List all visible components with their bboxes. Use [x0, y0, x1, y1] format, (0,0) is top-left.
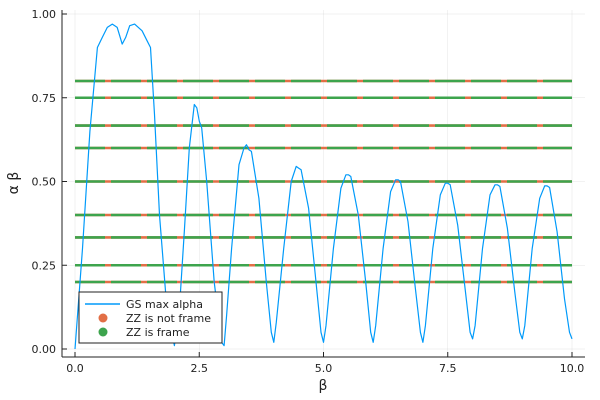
x-axis-title: β — [319, 378, 328, 394]
y-tick-label: 1.00 — [32, 8, 57, 21]
x-tick-label: 10.0 — [560, 362, 585, 375]
y-tick-label: 0.75 — [32, 92, 57, 105]
x-tick-label: 0.0 — [66, 362, 84, 375]
y-tick-label: 0.00 — [32, 343, 57, 356]
x-tick-label: 2.5 — [191, 362, 209, 375]
legend-not-frame-label: ZZ is not frame — [126, 312, 211, 325]
x-tick-label: 5.0 — [315, 362, 333, 375]
tick-labels: 0.0 2.5 5.0 7.5 10.0 0.00 0.25 0.50 0.75 1.00 — [32, 8, 585, 375]
y-axis-title: α β — [6, 172, 22, 195]
legend: GS max alpha ZZ is not frame ZZ is frame — [78, 291, 223, 344]
legend-frame-label: ZZ is frame — [126, 326, 190, 339]
gs-line-group — [74, 23, 573, 350]
x-tick-label: 7.5 — [439, 362, 457, 375]
gs-max-alpha-line — [74, 23, 573, 350]
marker-rows — [75, 79, 572, 284]
legend-gs-label: GS max alpha — [126, 298, 203, 311]
legend-frame-swatch — [98, 327, 108, 337]
legend-not-frame-swatch — [98, 313, 108, 323]
y-tick-label: 0.25 — [32, 259, 57, 272]
y-tick-label: 0.50 — [32, 176, 57, 189]
